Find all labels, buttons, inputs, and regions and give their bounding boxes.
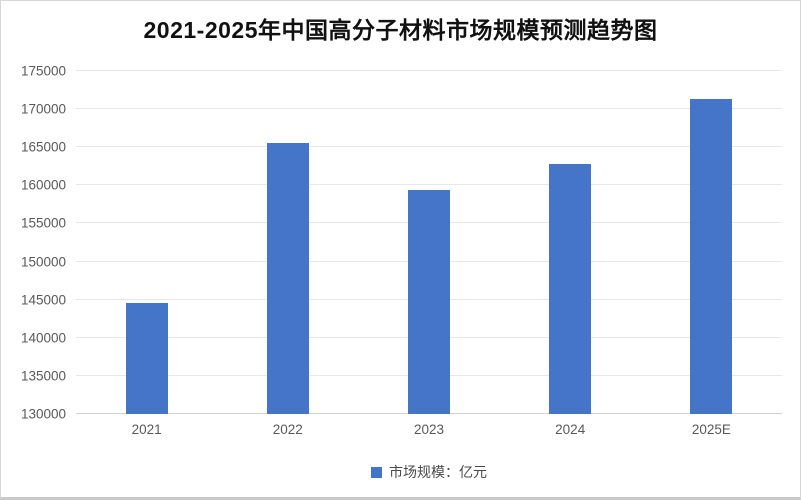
x-tick-label: 2025E	[691, 422, 731, 437]
y-tick-label: 135000	[20, 368, 66, 384]
y-tick-label: 170000	[20, 101, 66, 117]
bar-slot-2023	[358, 71, 499, 414]
legend-swatch-icon	[371, 467, 382, 478]
gridline	[76, 70, 782, 71]
gridline	[76, 146, 782, 148]
bar-slot-2025E	[641, 71, 782, 414]
bar-2023	[407, 189, 450, 414]
x-tick-label: 2023	[413, 422, 445, 437]
y-tick-label: 130000	[20, 406, 66, 422]
bar-2024	[549, 164, 592, 414]
y-tick-label: 160000	[20, 177, 66, 193]
bar-slot-2024	[500, 71, 641, 414]
chart-title: 2021-2025年中国高分子材料市场规模预测趋势图	[143, 17, 658, 43]
gridline	[76, 184, 782, 186]
legend-label: 市场规模：亿元	[389, 464, 487, 480]
x-tick-label: 2021	[131, 422, 162, 437]
legend: 市场规模：亿元	[76, 462, 782, 482]
y-axis-ticks: 130000 135000 140000 145000 150000 155000 1600…	[1, 64, 66, 422]
gridline	[76, 108, 782, 110]
bar-2021	[125, 303, 168, 414]
x-tick-label: 2024	[555, 422, 586, 437]
y-tick-label: 140000	[20, 330, 66, 346]
bar-slot-2021	[76, 71, 217, 414]
bar-2025E	[690, 99, 733, 414]
y-tick-label: 155000	[20, 215, 66, 231]
bar-slot-2022	[217, 71, 358, 414]
y-tick-label: 175000	[20, 63, 66, 79]
y-tick-label: 145000	[20, 292, 66, 308]
y-tick-label: 150000	[20, 254, 66, 270]
plot-area: 2021 2022 2023 2024 2025E	[76, 70, 782, 437]
x-tick-label: 2022	[272, 422, 303, 437]
bar-2022	[266, 142, 309, 414]
y-tick-label: 165000	[20, 139, 66, 155]
